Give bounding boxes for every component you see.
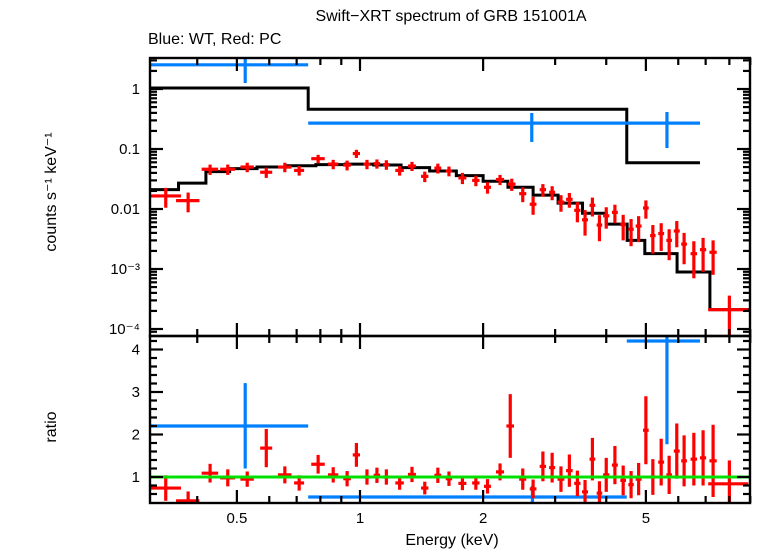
x-tick-label: 0.5 [226,510,247,527]
ratio-tick-label: 1 [132,469,140,486]
y-axis-label-counts: counts s⁻¹ keV⁻¹ [43,132,60,251]
pc-ratio-series [150,394,749,503]
y-tick-label: 1 [132,81,140,98]
chart-layer: 0.5 1 2 5 1 0.1 0.01 10⁻³ 10⁻⁴ 1 2 3 4 [109,56,752,527]
pc-model-line [150,162,750,312]
figure-title: Swift−XRT spectrum of GRB 151001A [315,8,586,25]
y-tick-label: 10⁻⁴ [109,321,140,338]
ratio-tick-label: 2 [132,427,140,444]
y-tick-label: 10⁻³ [110,261,140,278]
figure-subtitle: Blue: WT, Red: PC [148,31,281,48]
ratio-panel-frame [148,334,752,505]
x-tick-label: 1 [356,510,364,527]
ratio-tick-label: 3 [132,384,140,401]
y-axis-label-ratio: ratio [43,411,60,442]
y-tick-label: 0.1 [119,141,140,158]
pc-data-series [150,149,749,336]
x-tick-label: 5 [642,510,650,527]
ratio-tick-label: 4 [132,342,140,359]
wt-data-series [150,57,700,148]
x-tick-label: 2 [479,510,487,527]
spectrum-panel-frame [148,56,752,338]
wt-model-line [150,86,700,165]
x-axis-label: Energy (keV) [405,532,498,549]
y-tick-label: 0.01 [111,201,140,218]
